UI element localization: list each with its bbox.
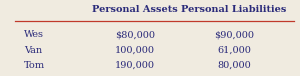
Text: $80,000: $80,000 bbox=[115, 30, 155, 39]
Text: Personal Liabilities: Personal Liabilities bbox=[181, 5, 287, 14]
Text: 80,000: 80,000 bbox=[217, 61, 251, 70]
Text: Personal Assets: Personal Assets bbox=[92, 5, 178, 14]
Text: $90,000: $90,000 bbox=[214, 30, 254, 39]
Text: Tom: Tom bbox=[24, 61, 45, 70]
Text: 61,000: 61,000 bbox=[217, 46, 251, 55]
Text: 190,000: 190,000 bbox=[115, 61, 155, 70]
Text: Van: Van bbox=[24, 46, 42, 55]
Text: 100,000: 100,000 bbox=[115, 46, 155, 55]
Text: Wes: Wes bbox=[24, 30, 44, 39]
